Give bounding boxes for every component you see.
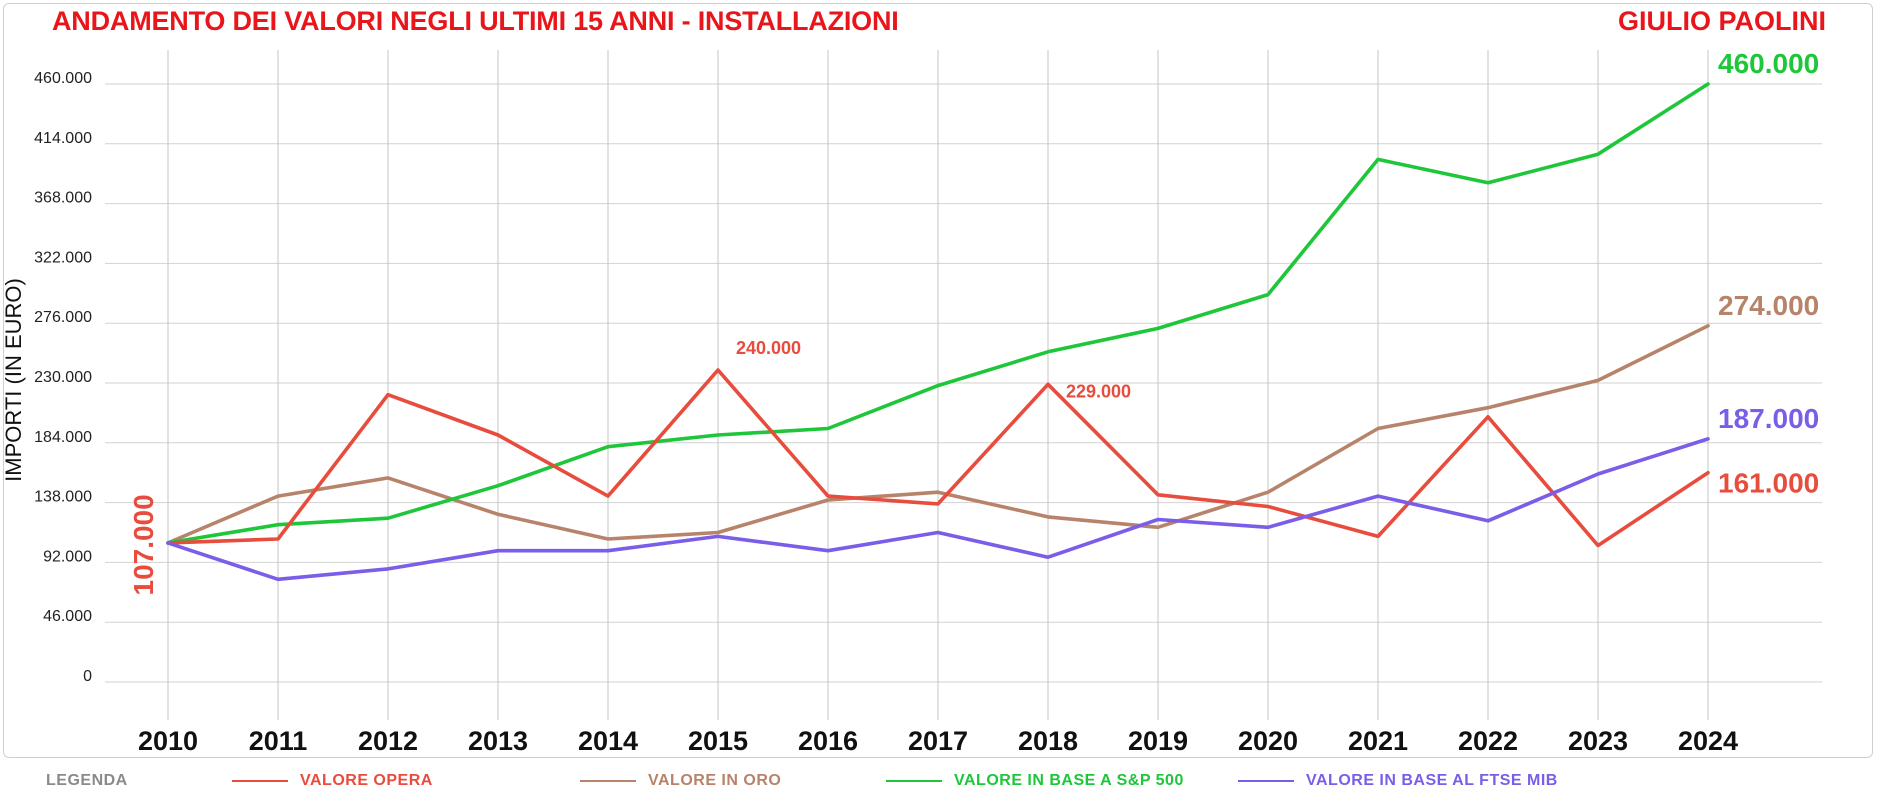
legend-item-valore-opera: VALORE OPERA xyxy=(232,772,433,790)
data-label: 240.000 xyxy=(736,338,801,358)
y-tick-label: 230.000 xyxy=(34,369,92,386)
x-tick-label: 2014 xyxy=(578,726,638,756)
legend-item-sp500: VALORE IN BASE A S&P 500 xyxy=(886,772,1184,790)
legend-swatch xyxy=(886,780,942,782)
y-tick-label: 184.000 xyxy=(34,429,92,446)
x-tick-label: 2017 xyxy=(908,726,968,756)
y-tick-label: 460.000 xyxy=(34,70,92,87)
data-label: 107.000 xyxy=(128,494,159,595)
x-tick-label: 2016 xyxy=(798,726,858,756)
line-chart: 0 46.000 92.000 138.000 184.000 230.000 276.00… xyxy=(34,48,1822,756)
legend-swatch xyxy=(1238,780,1294,782)
end-value-label: 460.000 xyxy=(1718,48,1819,79)
legend-title: LEGENDA xyxy=(46,772,128,789)
x-tick-label: 2010 xyxy=(138,726,198,756)
chart-title: ANDAMENTO DEI VALORI NEGLI ULTIMI 15 ANN… xyxy=(52,6,899,36)
x-tick-label: 2013 xyxy=(468,726,528,756)
y-tick-label: 92.000 xyxy=(43,548,92,565)
legend-swatch xyxy=(232,780,288,782)
end-value-label: 187.000 xyxy=(1718,403,1819,434)
x-tick-label: 2012 xyxy=(358,726,418,756)
y-tick-label: 276.000 xyxy=(34,309,92,326)
chart-author: GIULIO PAOLINI xyxy=(1618,6,1826,36)
legend: LEGENDA VALORE OPERA VALORE IN ORO VALOR… xyxy=(0,770,1878,796)
y-tick-label: 46.000 xyxy=(43,608,92,625)
x-tick-label: 2020 xyxy=(1238,726,1298,756)
chart-frame xyxy=(3,3,1873,758)
y-tick-label: 368.000 xyxy=(34,190,92,207)
legend-item-valore-in-oro: VALORE IN ORO xyxy=(580,772,781,790)
x-tick-label: 2018 xyxy=(1018,726,1078,756)
x-tick-label: 2015 xyxy=(688,726,748,756)
x-tick-label: 2023 xyxy=(1568,726,1628,756)
legend-label: VALORE IN BASE AL FTSE MIB xyxy=(1306,772,1558,789)
y-tick-label: 414.000 xyxy=(34,130,92,147)
legend-label: VALORE IN ORO xyxy=(648,772,782,789)
x-tick-label: 2019 xyxy=(1128,726,1188,756)
legend-item-ftse-mib: VALORE IN BASE AL FTSE MIB xyxy=(1238,772,1558,790)
y-tick-label: 322.000 xyxy=(34,249,92,266)
x-tick-label: 2024 xyxy=(1678,726,1738,756)
x-tick-label: 2022 xyxy=(1458,726,1518,756)
end-value-label: 161.000 xyxy=(1718,468,1819,499)
x-tick-label: 2021 xyxy=(1348,726,1408,756)
data-label: 229.000 xyxy=(1066,381,1131,401)
legend-label: VALORE OPERA xyxy=(300,772,433,789)
y-tick-label: 0 xyxy=(83,668,92,685)
end-value-label: 274.000 xyxy=(1718,290,1819,321)
y-tick-label: 138.000 xyxy=(34,489,92,506)
legend-label: VALORE IN BASE A S&P 500 xyxy=(954,772,1184,789)
legend-swatch xyxy=(580,780,636,782)
x-tick-label: 2011 xyxy=(249,726,308,756)
